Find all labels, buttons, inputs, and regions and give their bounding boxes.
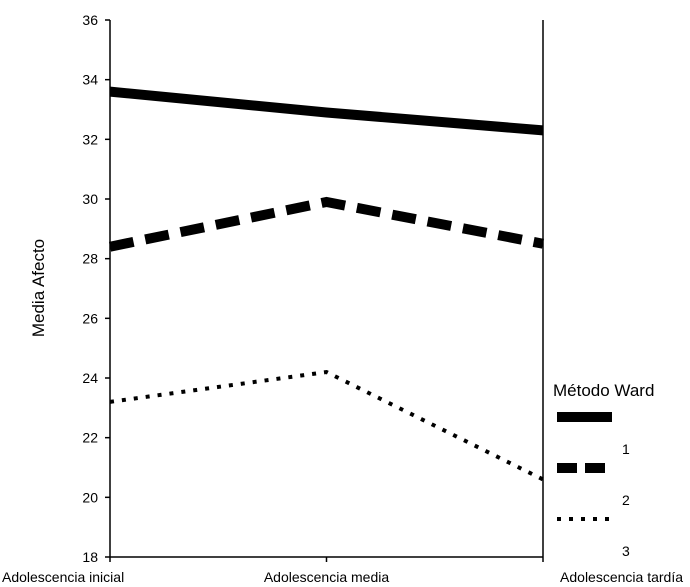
x-tick-label: Adolescencia media <box>264 569 390 585</box>
y-tick-label: 18 <box>82 549 98 565</box>
data-point-series-2 <box>542 243 544 245</box>
data-point-series-3 <box>109 401 111 403</box>
data-point-series-2 <box>109 246 111 248</box>
x-axis-ticks: Adolescencia inicial Adolescencia media Ad… <box>2 557 683 585</box>
legend-label-2: 2 <box>622 492 630 508</box>
legend: Método Ward 1 2 3 <box>553 381 654 559</box>
legend-title: Método Ward <box>553 381 654 400</box>
y-axis-ticks: 18 20 22 24 26 28 30 32 34 36 <box>82 12 110 565</box>
data-point-series-3 <box>326 371 327 373</box>
y-tick-label: 20 <box>82 489 98 505</box>
legend-items: 1 2 3 <box>557 412 630 559</box>
y-tick-label: 22 <box>82 430 98 446</box>
y-tick-label: 26 <box>82 310 98 326</box>
legend-label-3: 3 <box>622 543 630 559</box>
series-line-1 <box>109 86 544 136</box>
legend-label-1: 1 <box>622 441 630 457</box>
data-point-series-2 <box>326 201 327 203</box>
y-tick-label: 28 <box>82 251 98 267</box>
series-layer <box>108 86 544 482</box>
data-point-series-3 <box>542 478 544 480</box>
y-tick-label: 34 <box>82 72 98 88</box>
data-point-series-1 <box>542 129 544 131</box>
y-tick-label: 32 <box>82 131 98 147</box>
data-point-series-1 <box>326 111 327 113</box>
data-point-series-1 <box>109 91 111 93</box>
y-axis-label: Media Afecto <box>29 239 48 337</box>
y-tick-label: 36 <box>82 12 98 28</box>
series-line-2 <box>108 196 544 252</box>
series-line-3 <box>109 369 544 482</box>
y-tick-label: 30 <box>82 191 98 207</box>
x-tick-label: Adolescencia tardía <box>560 569 683 585</box>
x-tick-label: Adolescencia inicial <box>2 569 124 585</box>
y-tick-label: 24 <box>82 370 98 386</box>
